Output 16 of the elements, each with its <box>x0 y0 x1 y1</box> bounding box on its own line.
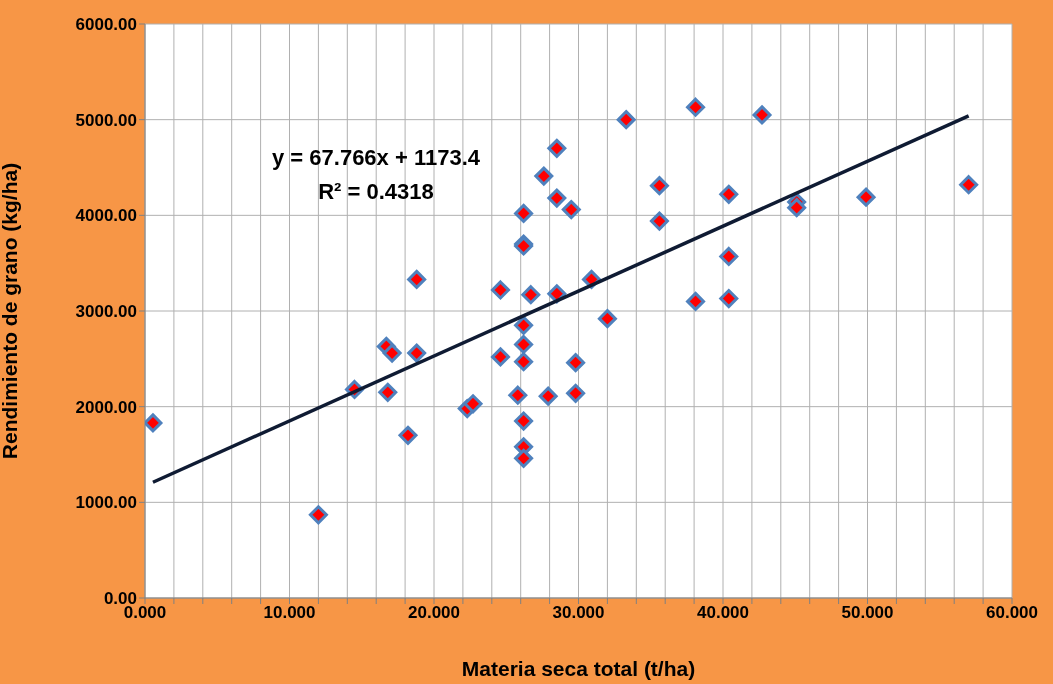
y-tick-label: 5000.00 <box>75 110 137 130</box>
y-tick-label: 4000.00 <box>75 206 137 226</box>
x-tick-label: 30.000 <box>552 603 605 623</box>
y-tick-label: 3000.00 <box>75 302 137 322</box>
y-tick-label: 6000.00 <box>75 15 137 35</box>
x-tick-label: 40.000 <box>697 603 749 623</box>
x-axis-title: Materia seca total (t/ha) <box>461 657 696 680</box>
x-tick-label: 50.000 <box>841 603 894 623</box>
x-tick-label: 20.000 <box>408 603 460 623</box>
x-tick-label: 60.000 <box>986 603 1038 623</box>
y-tick-label: 1000.00 <box>75 493 137 513</box>
annotation: R² = 0.4318 <box>318 179 434 204</box>
y-axis-title: Rendimiento de grano (kg/ha) <box>0 162 22 460</box>
annotation: y = 67.766x + 1173.4 <box>272 145 480 170</box>
x-tick-label: 10.000 <box>263 603 316 623</box>
y-tick-label: 2000.00 <box>75 397 137 417</box>
